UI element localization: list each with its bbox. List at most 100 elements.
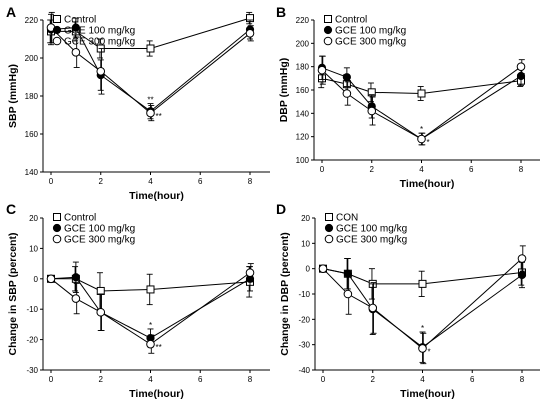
data-point bbox=[96, 307, 106, 317]
significance-mark: ** bbox=[156, 343, 162, 352]
legend-label: CON bbox=[336, 213, 358, 224]
data-point bbox=[96, 286, 105, 295]
data-point bbox=[417, 134, 426, 144]
gce-300-series bbox=[46, 11, 255, 122]
y-tick-label: 0 bbox=[306, 265, 311, 274]
data-point bbox=[418, 344, 427, 353]
x-tick-label: 6 bbox=[470, 375, 475, 384]
data-point bbox=[146, 285, 155, 294]
data-point bbox=[245, 29, 255, 38]
y-tick-label: 10 bbox=[29, 244, 38, 253]
y-tick-label: -30 bbox=[26, 366, 38, 375]
data-point bbox=[146, 44, 155, 53]
legend-label: Control bbox=[64, 15, 96, 26]
y-tick-label: 0 bbox=[34, 275, 39, 284]
y-tick-label: 180 bbox=[296, 63, 310, 72]
gce-300-series bbox=[318, 245, 527, 365]
significance-mark: ** bbox=[156, 112, 162, 121]
x-tick-label: 4 bbox=[148, 375, 153, 384]
data-point bbox=[317, 65, 327, 75]
gce-300-series bbox=[317, 55, 526, 146]
y-axis-label: Change in DBP (percent) bbox=[279, 232, 291, 356]
x-tick-label: 2 bbox=[99, 177, 104, 186]
y-tick-label: -40 bbox=[298, 366, 310, 375]
x-tick-label: 2 bbox=[99, 375, 104, 384]
legend-marker-filled-circle bbox=[323, 25, 333, 35]
legend-label: GCE 100 mg/kg bbox=[64, 26, 135, 37]
panel-letter: C bbox=[6, 201, 16, 217]
y-tick-label: -10 bbox=[298, 290, 310, 299]
significance-mark: * bbox=[420, 125, 423, 134]
legend-marker-open-circle bbox=[52, 36, 62, 46]
panel-b: B 100 120 140 160 180 200 220 0 2 4 6 8 Time(hour) DBP… bbox=[276, 4, 540, 190]
x-tick-label: 0 bbox=[320, 165, 325, 174]
x-tick-label: 6 bbox=[469, 165, 474, 174]
data-point bbox=[343, 289, 353, 299]
legend-marker-open-circle bbox=[324, 234, 334, 244]
data-point bbox=[367, 106, 377, 116]
legend-marker-square bbox=[53, 213, 61, 221]
data-point bbox=[516, 62, 526, 71]
panel-a: A 140 160 180 200 220 0 2 4 6 8 Time(hour) SBP (mmHg… bbox=[6, 4, 270, 202]
legend-marker-filled-circle bbox=[52, 223, 62, 233]
x-axis-label: Time(hour) bbox=[129, 190, 184, 202]
y-tick-label: 220 bbox=[296, 16, 310, 25]
gce-300-series bbox=[46, 263, 255, 354]
y-tick-label: 10 bbox=[301, 239, 310, 248]
x-tick-label: 4 bbox=[420, 375, 425, 384]
panel-c: C -30 -20 -10 0 10 20 0 2 4 6 8 Time(hour) Change in … bbox=[6, 201, 270, 400]
legend-marker-filled-circle bbox=[324, 223, 334, 233]
data-point bbox=[417, 89, 426, 98]
significance-mark: * bbox=[428, 347, 431, 356]
x-tick-label: 6 bbox=[198, 177, 203, 186]
legend-marker-open-circle bbox=[323, 36, 333, 46]
data-point bbox=[71, 48, 81, 57]
significance-mark: * bbox=[149, 321, 152, 330]
x-axis-label: Time(hour) bbox=[129, 388, 184, 400]
data-point bbox=[517, 270, 527, 280]
data-point bbox=[342, 89, 352, 98]
data-point bbox=[516, 71, 526, 81]
control-series bbox=[47, 266, 254, 310]
x-tick-label: 0 bbox=[321, 375, 326, 384]
significance-mark: * bbox=[421, 324, 424, 333]
x-tick-label: 4 bbox=[148, 177, 153, 186]
legend-label: GCE 100 mg/kg bbox=[335, 26, 406, 37]
panel-d: D -40 -30 -20 -10 0 10 20 0 2 4 6 8 Time(hour) Change … bbox=[276, 201, 540, 400]
data-point bbox=[146, 108, 155, 118]
data-point bbox=[418, 279, 427, 288]
x-tick-label: 0 bbox=[49, 177, 54, 186]
y-tick-label: 100 bbox=[296, 156, 310, 165]
y-axis-label: SBP (mmHg) bbox=[7, 64, 19, 128]
x-axis-label: Time(hour) bbox=[400, 178, 455, 190]
legend-label: GCE 100 mg/kg bbox=[336, 224, 407, 235]
data-point bbox=[342, 73, 351, 82]
data-point bbox=[318, 264, 328, 273]
x-tick-label: 8 bbox=[248, 375, 253, 384]
data-point bbox=[517, 254, 527, 263]
legend-label: GCE 300 mg/kg bbox=[336, 235, 407, 246]
panel-letter: B bbox=[276, 4, 286, 20]
panel-letter: D bbox=[276, 201, 286, 217]
data-point bbox=[96, 67, 106, 76]
y-tick-label: 220 bbox=[25, 16, 39, 25]
y-tick-label: -10 bbox=[26, 305, 38, 314]
x-tick-label: 6 bbox=[198, 375, 203, 384]
legend-label: Control bbox=[64, 213, 96, 224]
y-tick-label: -20 bbox=[26, 336, 38, 345]
legend-label: GCE 100 mg/kg bbox=[64, 224, 135, 235]
legend-label: GCE 300 mg/kg bbox=[64, 37, 135, 48]
legend-marker-square bbox=[325, 213, 333, 221]
x-tick-label: 0 bbox=[49, 375, 54, 384]
x-tick-label: 2 bbox=[370, 165, 375, 174]
x-tick-label: 4 bbox=[419, 165, 424, 174]
x-tick-label: 8 bbox=[520, 375, 525, 384]
y-axis-label: Change in SBP (percent) bbox=[7, 233, 19, 356]
legend-marker-square bbox=[324, 15, 332, 23]
y-tick-label: 160 bbox=[296, 86, 310, 95]
y-tick-label: 120 bbox=[296, 133, 310, 142]
